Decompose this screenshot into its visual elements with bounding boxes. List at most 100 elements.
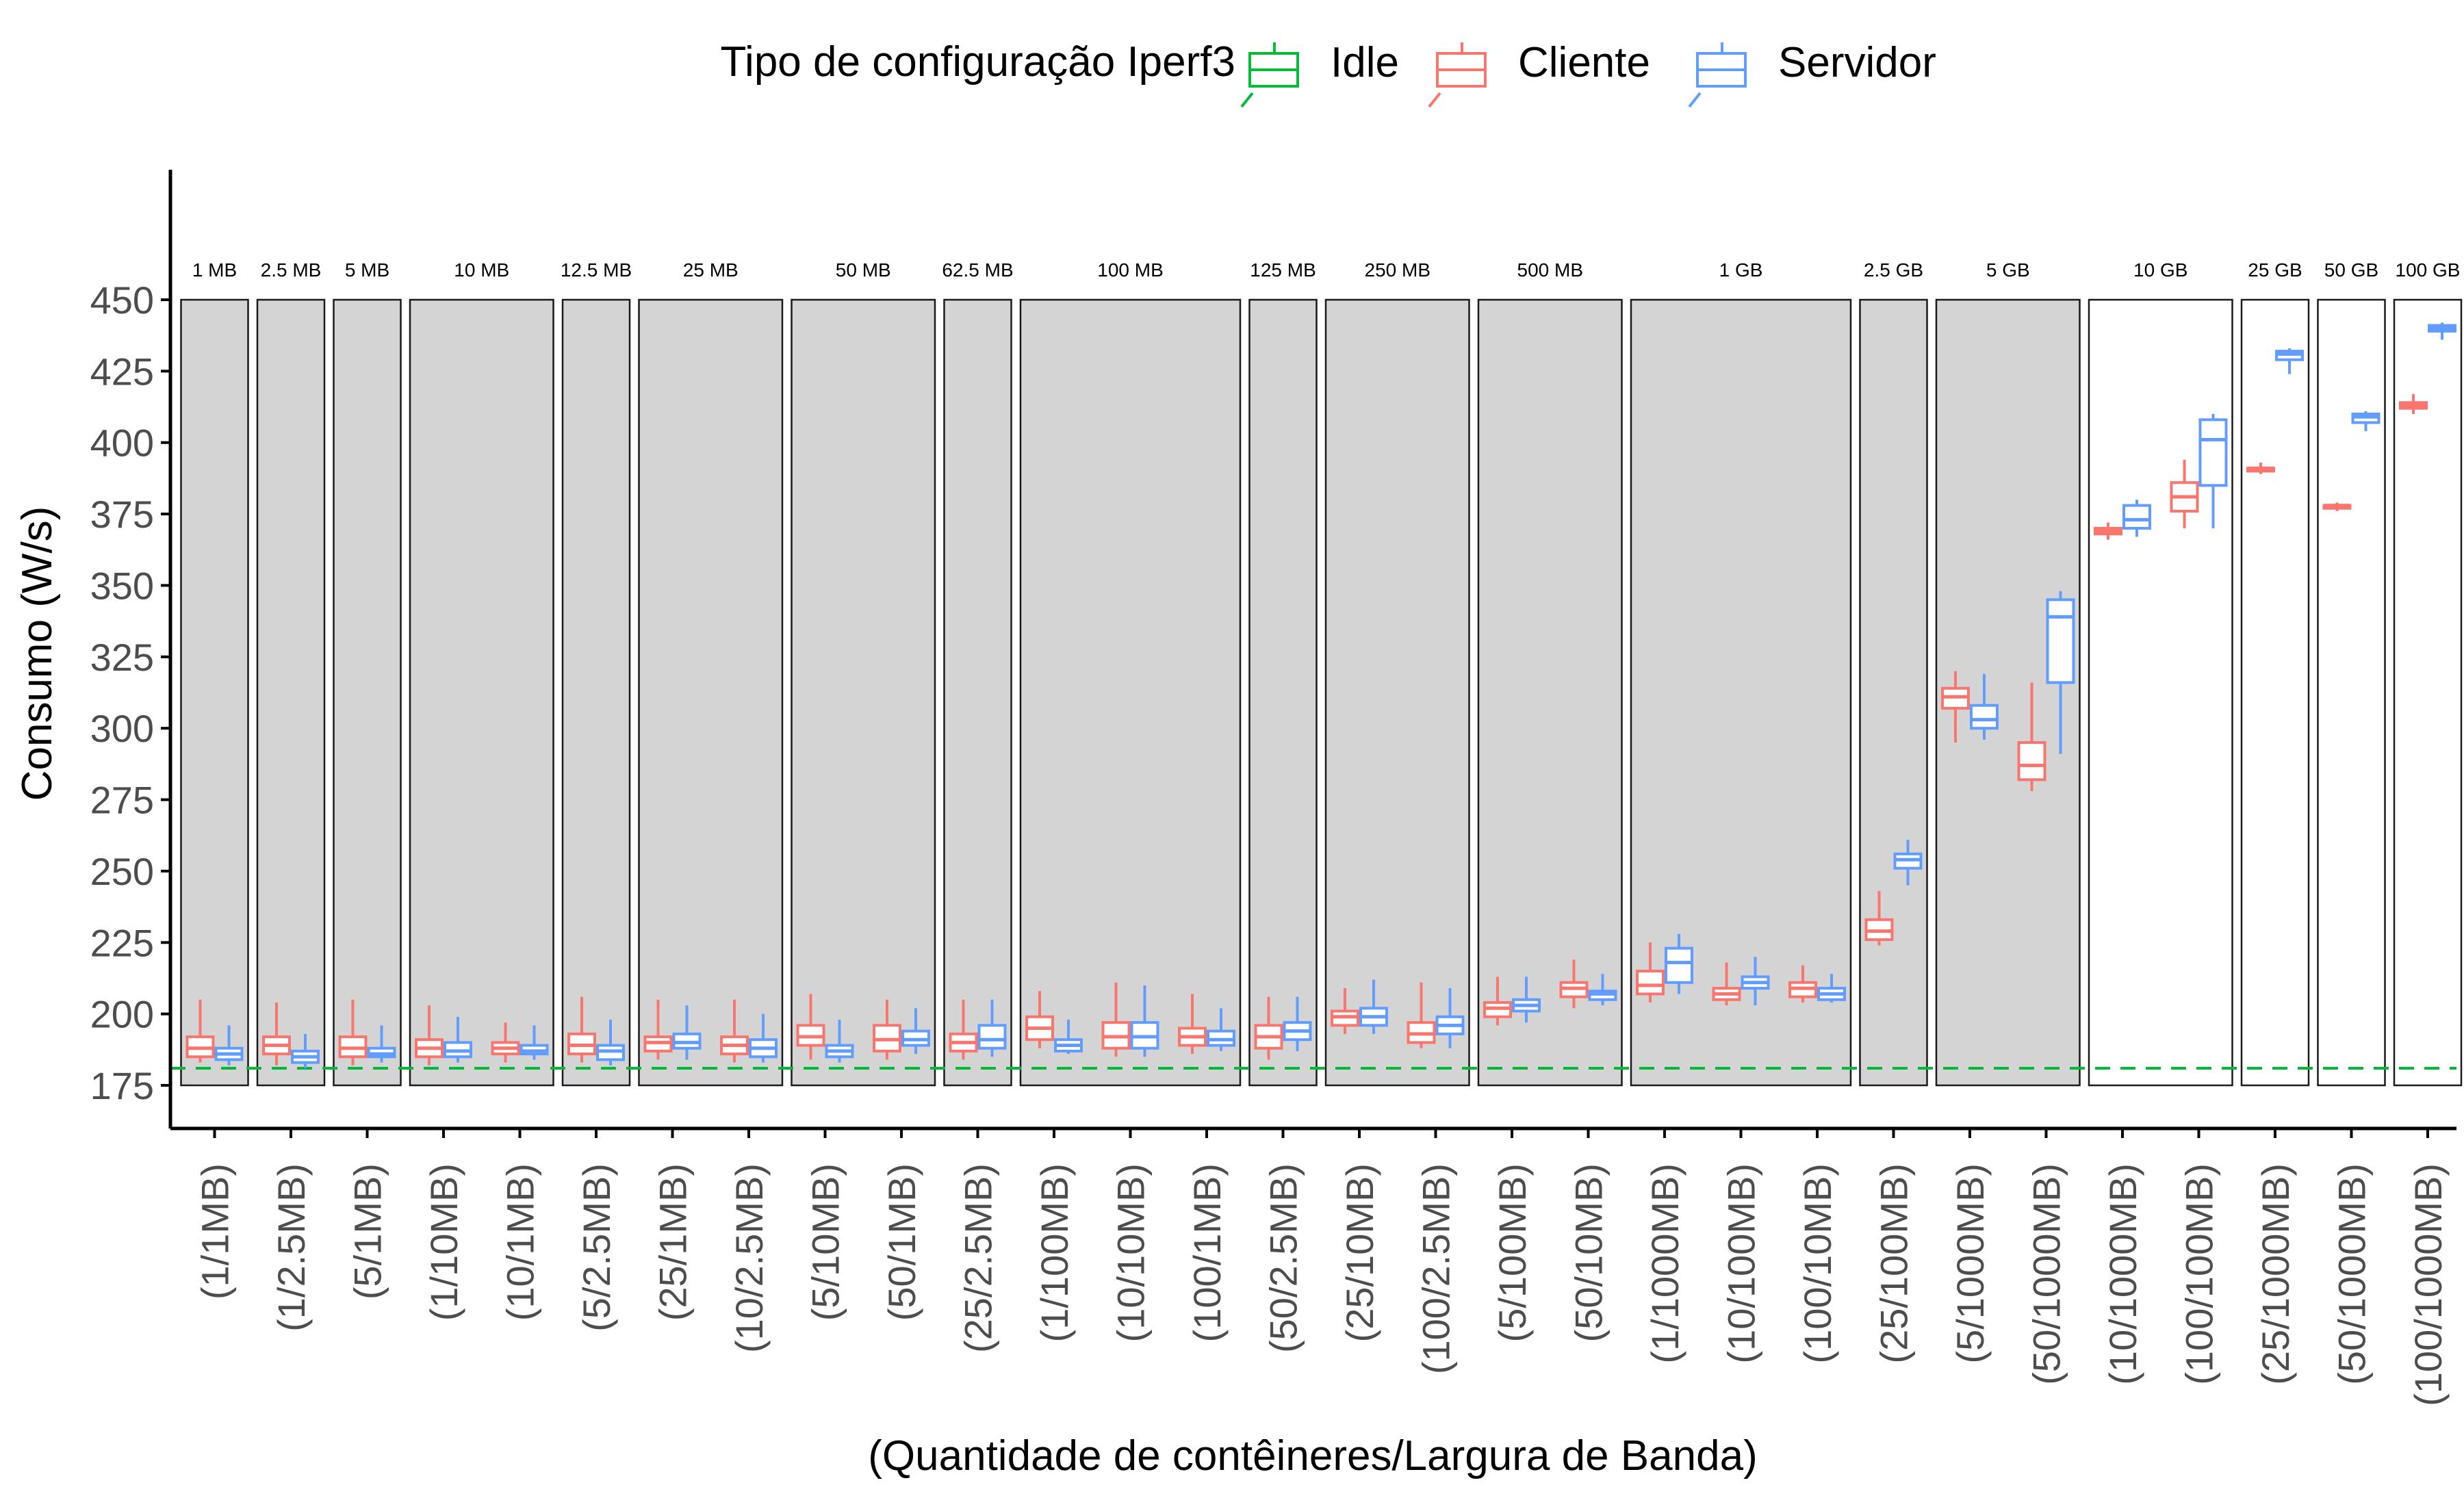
boxplot-servidor (1893, 839, 1923, 886)
facet-panel (2088, 298, 2233, 1087)
y-tick-label: 275 (90, 779, 154, 822)
boxplot-cliente (1407, 982, 1436, 1048)
strip-label: 5 MB (345, 259, 389, 281)
facet-panel (409, 298, 554, 1087)
x-tick-label: (1/10MB) (422, 1163, 465, 1321)
x-tick-label: (100/10MB) (1796, 1163, 1839, 1364)
x-tick-label: (50/1000MB) (2331, 1163, 2374, 1385)
boxplot-servidor (1359, 979, 1388, 1034)
boxplot-cliente (2246, 462, 2275, 474)
x-tick-label: (50/1000MB) (2025, 1163, 2068, 1385)
legend-label: Servidor (1778, 39, 1936, 86)
boxplot-servidor (1130, 985, 1159, 1057)
facet-panel (333, 298, 402, 1087)
legend-key-whisker (1240, 92, 1254, 108)
boxplot-servidor (1665, 933, 1693, 994)
strip-label: 1 MB (192, 259, 237, 281)
x-tick-label: (1/100MB) (1033, 1163, 1076, 1342)
strip-label: 25 MB (683, 259, 739, 281)
x-tick-label: (100/100MB) (2178, 1163, 2221, 1385)
x-tick-label: (10/1MB) (499, 1163, 542, 1321)
boxplot-cliente (2094, 522, 2122, 540)
boxplot-cliente (2170, 459, 2199, 528)
boxplot-cliente (567, 996, 596, 1063)
strip-label: 125 MB (1250, 259, 1316, 281)
boxplot-servidor (367, 1025, 396, 1063)
boxplot-cliente (796, 994, 825, 1060)
x-tick-label: (50/1MB) (880, 1163, 923, 1321)
boxplot-cliente (185, 999, 215, 1063)
legend-item-cliente: Cliente (1428, 39, 1650, 108)
x-tick-label: (1/2.5MB) (270, 1163, 313, 1332)
x-tick-label: (10/10MB) (1109, 1163, 1153, 1342)
boxplot-servidor (2198, 413, 2228, 528)
x-tick-label: (5/10MB) (804, 1163, 847, 1321)
strip-label: 25 GB (2248, 259, 2302, 281)
boxplot-servidor (2275, 348, 2304, 374)
legend-key-whisker (1688, 92, 1702, 108)
x-tick-label: (1/1MB) (194, 1163, 237, 1300)
boxplot-cliente (1331, 988, 1359, 1034)
strip-label: 500 MB (1517, 259, 1584, 281)
boxplot-servidor (672, 1005, 702, 1060)
boxplot-cliente (720, 999, 749, 1063)
x-tick-label: (100/2.5MB) (1415, 1163, 1458, 1374)
x-tick-label: (10/100MB) (1720, 1163, 1763, 1364)
x-tick-label: (25/1MB) (652, 1163, 695, 1321)
boxplot-cliente (2399, 393, 2428, 414)
box (1970, 703, 1999, 730)
boxplot-servidor (901, 1008, 930, 1055)
strip-label: 50 MB (836, 259, 891, 281)
y-tick-label: 200 (90, 993, 154, 1036)
strip-label: 1 GB (1719, 259, 1763, 281)
boxplot-cliente (2322, 502, 2352, 511)
strip-label: 2.5 MB (261, 259, 322, 281)
boxplot-cliente (1636, 942, 1665, 1003)
strip-label: 10 GB (2133, 259, 2187, 281)
y-tick-label: 375 (90, 493, 154, 536)
x-tick-label: (25/100MB) (1873, 1163, 1916, 1364)
strip-label: 2.5 GB (1864, 259, 1923, 281)
strip-label: 5 GB (1986, 259, 2030, 281)
boxplot-cliente (2017, 682, 2046, 792)
box (2122, 504, 2151, 530)
facet-panel (791, 298, 936, 1087)
strip-label: 100 MB (1097, 259, 1164, 281)
x-tick-label: (50/2.5MB) (1262, 1163, 1305, 1353)
x-tick-label: (1/1000MB) (1643, 1163, 1686, 1364)
boxplot-cliente (1254, 996, 1283, 1060)
facet-panels: 1 MB 2.5 MB 5 MB 10 MB 12.5 MB 25 MB 50 MB 62.5… (180, 259, 2463, 1087)
boxplot-servidor (291, 1033, 320, 1068)
boxplot-servidor (1435, 988, 1465, 1048)
boxplot-servidor (519, 1025, 549, 1060)
boxplot-cliente (415, 1005, 444, 1066)
boxplot-cliente (1559, 959, 1589, 1009)
boxplot-servidor (596, 1019, 625, 1066)
x-tick-label: (5/1MB) (346, 1163, 389, 1300)
y-tick-label: 250 (90, 850, 154, 893)
boxplot-servidor (2046, 591, 2075, 754)
boxplot-servidor (444, 1016, 472, 1063)
strip-label: 250 MB (1365, 259, 1431, 281)
x-axis-label: (Quantidade de contêineres/Largura de Ba… (868, 1432, 1757, 1480)
boxplot-servidor (1512, 977, 1541, 1023)
boxplot-cliente (1101, 982, 1131, 1057)
x-axis: (1/1MB) (1/2.5MB) (5/1MB) (1/10MB) (10/1MB) (… (170, 1126, 2456, 1406)
facet-panel (256, 298, 326, 1087)
facet-panel (1477, 298, 1623, 1087)
box (2198, 418, 2228, 487)
y-axis: 175 200 225 250 275 300 325 350 375 400 425 450 (90, 170, 172, 1128)
y-tick-label: 325 (90, 636, 154, 679)
boxplot-servidor (1207, 1008, 1235, 1051)
y-tick-label: 225 (90, 921, 154, 964)
y-tick-label: 350 (90, 564, 154, 607)
boxplot-servidor (977, 999, 1007, 1057)
x-tick-label: (10/1000MB) (2101, 1163, 2144, 1385)
facet-panel (2317, 298, 2386, 1087)
x-tick-label: (10/2.5MB) (728, 1163, 771, 1353)
y-tick-label: 450 (90, 279, 154, 322)
x-tick-label: (5/100MB) (1491, 1163, 1534, 1342)
y-axis-label: Consumo (W/s) (14, 506, 61, 801)
x-tick-label: (50/10MB) (1567, 1163, 1610, 1342)
legend-label: Idle (1331, 39, 1399, 86)
